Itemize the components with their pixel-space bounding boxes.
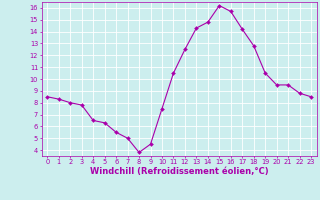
X-axis label: Windchill (Refroidissement éolien,°C): Windchill (Refroidissement éolien,°C) (90, 167, 268, 176)
